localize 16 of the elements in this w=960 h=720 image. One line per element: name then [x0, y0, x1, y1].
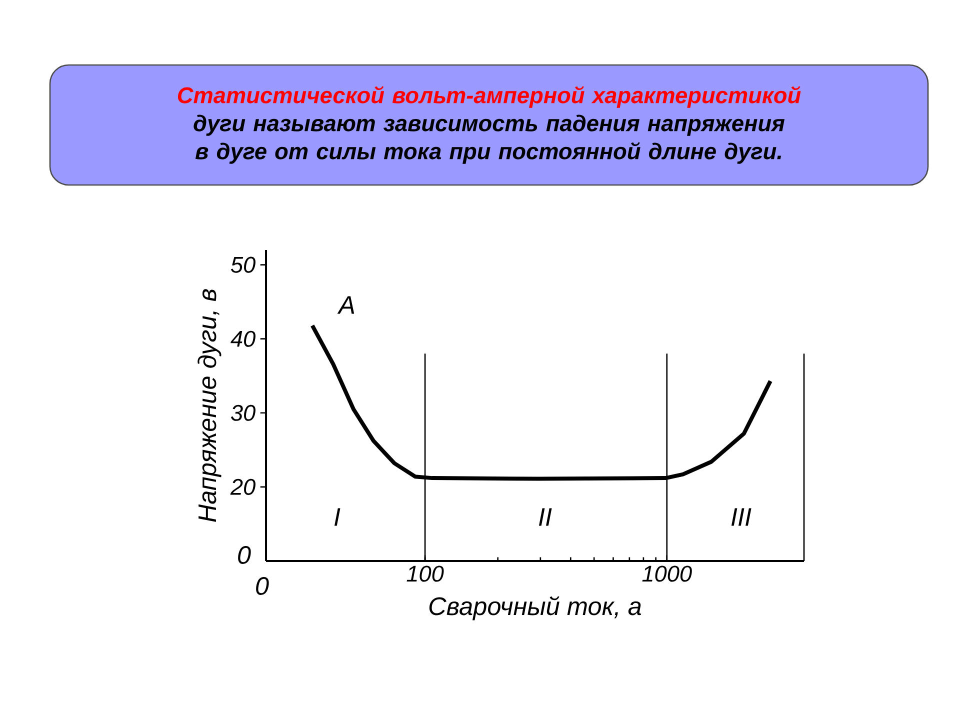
chart-subtitle: дуги называют зависимость падения напряжения в дуге от силы тока при постоянной длине дуги.	[194, 114, 785, 164]
x-tick-label: 1000	[642, 566, 692, 582]
text: 0	[256, 577, 269, 595]
y-tick-label: 50	[230, 256, 256, 273]
annotation: I	[334, 508, 340, 526]
y-tick-label: 20	[230, 478, 256, 495]
y-axis-title: Напряжение дуги, в	[198, 289, 222, 522]
y-tick-label: 40	[230, 330, 256, 347]
y-tick-label: 30	[230, 404, 256, 421]
annotation: III	[731, 508, 752, 526]
x-axis-title: Сварочный ток, а	[429, 596, 642, 620]
chart-title: Статистической вольт-амперной характеристикой	[178, 86, 801, 108]
text: 0	[238, 546, 251, 564]
x-tick-label: 100	[406, 566, 444, 582]
annotation: II	[538, 508, 552, 526]
annotation: A	[337, 296, 354, 314]
